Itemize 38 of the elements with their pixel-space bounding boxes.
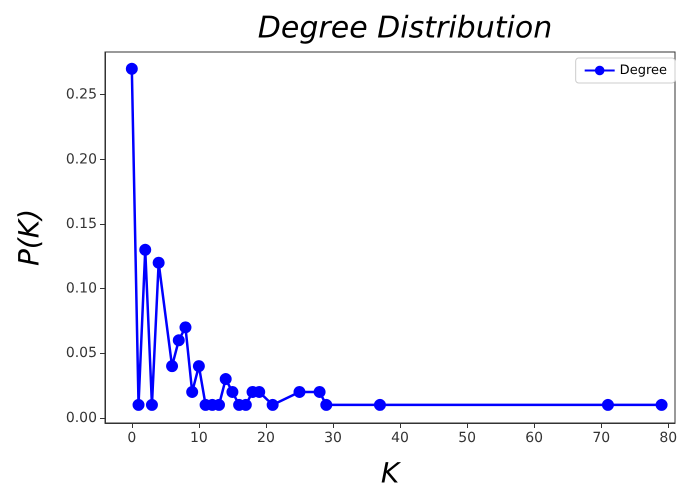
y-tick-label: 0.00	[66, 410, 97, 426]
x-tick-label: 30	[324, 430, 342, 446]
y-tick-label: 0.20	[66, 151, 97, 168]
y-tick-label: 0.15	[66, 216, 97, 232]
point	[146, 398, 158, 411]
point	[602, 398, 614, 411]
x-tick-label: 40	[391, 430, 409, 446]
y-tick-label: 0.05	[66, 345, 97, 362]
x-tick-label: 50	[458, 430, 476, 446]
point	[293, 386, 306, 398]
x-tick-label: 0	[127, 430, 136, 446]
x-axis-title: K	[380, 456, 402, 490]
point	[656, 398, 668, 411]
x-tick-label: 80	[659, 430, 678, 446]
point	[374, 398, 386, 411]
point	[126, 62, 138, 75]
x-tick-label: 70	[592, 430, 610, 446]
x-tick-label: 10	[190, 430, 208, 446]
point	[152, 256, 165, 269]
point	[172, 334, 185, 346]
point	[192, 360, 205, 372]
point	[266, 398, 279, 411]
point	[179, 321, 192, 334]
point	[132, 398, 145, 411]
y-tick-label: 0.10	[66, 280, 97, 297]
legend-label: Degree	[620, 63, 668, 78]
point	[226, 386, 238, 398]
point	[166, 360, 178, 372]
x-tick-label: 20	[257, 430, 275, 446]
point	[139, 244, 152, 256]
x-tick-label: 60	[525, 430, 544, 446]
point	[314, 386, 326, 398]
point	[220, 373, 232, 386]
y-axis-title: P(K)	[12, 208, 46, 266]
chart-title: Degree Distribution	[258, 10, 552, 46]
point	[186, 386, 198, 398]
y-tick-label: 0.25	[66, 86, 97, 103]
point	[320, 398, 332, 411]
